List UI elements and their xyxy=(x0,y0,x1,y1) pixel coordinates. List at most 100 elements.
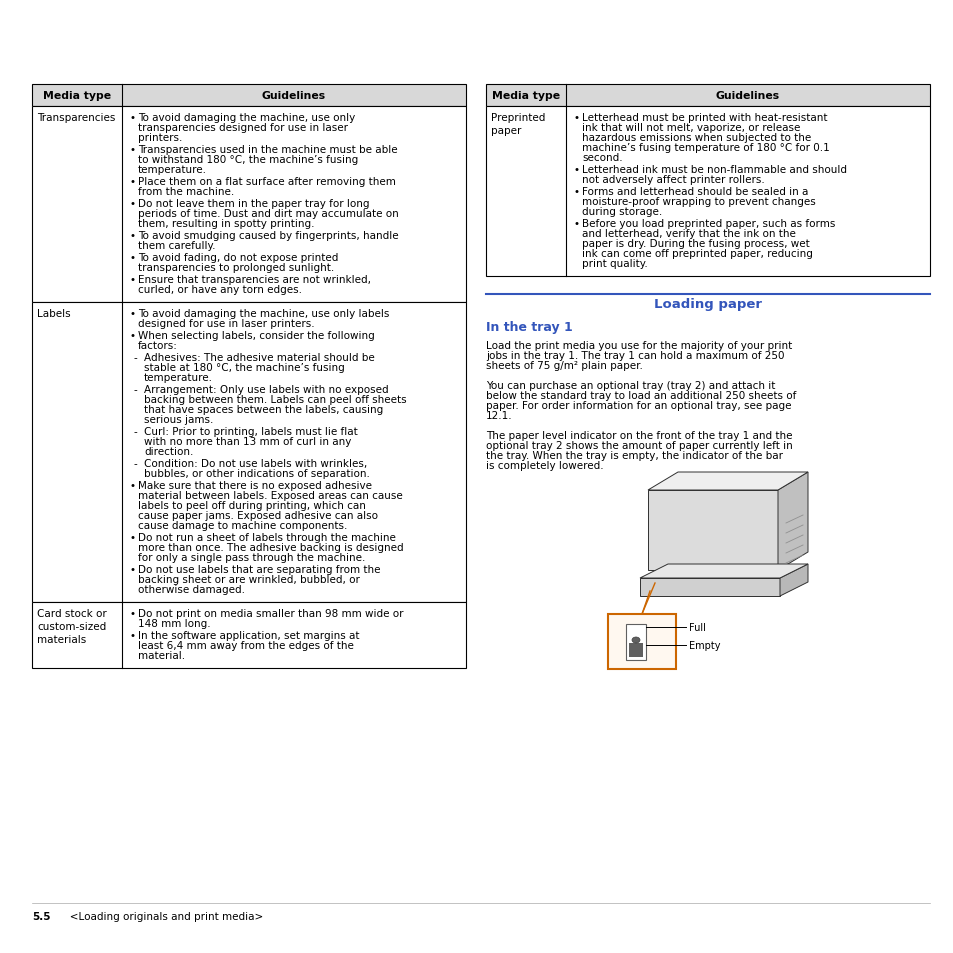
Text: and letterhead, verify that the ink on the: and letterhead, verify that the ink on t… xyxy=(581,229,795,239)
Text: 148 mm long.: 148 mm long. xyxy=(138,618,211,628)
Text: least 6,4 mm away from the edges of the: least 6,4 mm away from the edges of the xyxy=(138,640,354,650)
Text: ink can come off preprinted paper, reducing: ink can come off preprinted paper, reduc… xyxy=(581,249,812,258)
Text: them, resulting in spotty printing.: them, resulting in spotty printing. xyxy=(138,219,314,229)
Bar xyxy=(32,602,465,668)
Text: 5.5: 5.5 xyxy=(32,911,51,921)
Text: Condition: Do not use labels with wrinkles,: Condition: Do not use labels with wrinkl… xyxy=(144,458,367,469)
Polygon shape xyxy=(778,473,807,571)
Text: -: - xyxy=(133,385,137,395)
Text: •: • xyxy=(130,608,136,618)
Text: direction.: direction. xyxy=(144,447,193,456)
Text: optional tray 2 shows the amount of paper currently left in: optional tray 2 shows the amount of pape… xyxy=(485,440,792,451)
Text: paper is dry. During the fusing process, wet: paper is dry. During the fusing process,… xyxy=(581,239,809,249)
Bar xyxy=(32,85,465,107)
Text: curled, or have any torn edges.: curled, or have any torn edges. xyxy=(138,285,302,294)
Text: <Loading originals and print media>: <Loading originals and print media> xyxy=(60,911,263,921)
Text: -: - xyxy=(133,427,137,436)
Text: machine’s fusing temperature of 180 °C for 0.1: machine’s fusing temperature of 180 °C f… xyxy=(581,143,829,152)
Text: 12.1.: 12.1. xyxy=(485,411,512,420)
Text: labels to peel off during printing, which can: labels to peel off during printing, whic… xyxy=(138,500,366,511)
Text: •: • xyxy=(130,231,136,241)
Text: them carefully.: them carefully. xyxy=(138,241,215,251)
Text: cause paper jams. Exposed adhesive can also: cause paper jams. Exposed adhesive can a… xyxy=(138,511,377,520)
Text: cause damage to machine components.: cause damage to machine components. xyxy=(138,520,347,531)
Text: stable at 180 °C, the machine’s fusing: stable at 180 °C, the machine’s fusing xyxy=(144,363,344,373)
Text: •: • xyxy=(130,533,136,542)
Text: moisture-proof wrapping to prevent changes: moisture-proof wrapping to prevent chang… xyxy=(581,196,815,207)
Text: hazardous emissions when subjected to the: hazardous emissions when subjected to th… xyxy=(581,132,810,143)
Text: Labels: Labels xyxy=(37,309,71,318)
Text: transparencies to prolonged sunlight.: transparencies to prolonged sunlight. xyxy=(138,263,334,273)
Bar xyxy=(639,578,780,597)
Text: Guidelines: Guidelines xyxy=(715,91,780,101)
Text: bubbles, or other indications of separation.: bubbles, or other indications of separat… xyxy=(144,469,370,478)
Text: •: • xyxy=(130,199,136,209)
Text: print quality.: print quality. xyxy=(581,258,647,269)
Text: In the tray 1: In the tray 1 xyxy=(485,320,572,334)
Bar xyxy=(625,624,645,660)
Polygon shape xyxy=(780,564,807,597)
Text: backing sheet or are wrinkled, bubbled, or: backing sheet or are wrinkled, bubbled, … xyxy=(138,575,359,584)
Text: •: • xyxy=(574,187,579,196)
Text: •: • xyxy=(130,177,136,187)
Text: Do not use labels that are separating from the: Do not use labels that are separating fr… xyxy=(138,564,380,575)
Bar xyxy=(32,303,465,602)
Text: Full: Full xyxy=(688,622,705,633)
Bar xyxy=(485,85,929,107)
Text: Letterhead must be printed with heat-resistant: Letterhead must be printed with heat-res… xyxy=(581,112,826,123)
Text: Preprinted
paper: Preprinted paper xyxy=(491,112,545,136)
Text: jobs in the tray 1. The tray 1 can hold a maximum of 250: jobs in the tray 1. The tray 1 can hold … xyxy=(485,351,783,360)
Text: •: • xyxy=(574,165,579,174)
Bar xyxy=(485,85,929,107)
Text: •: • xyxy=(130,274,136,285)
Text: temperature.: temperature. xyxy=(138,165,207,174)
Text: -: - xyxy=(133,353,137,363)
Text: Ensure that transparencies are not wrinkled,: Ensure that transparencies are not wrink… xyxy=(138,274,371,285)
Text: The paper level indicator on the front of the tray 1 and the: The paper level indicator on the front o… xyxy=(485,431,792,440)
Bar xyxy=(485,107,929,276)
Polygon shape xyxy=(647,473,807,491)
Text: transparencies designed for use in laser: transparencies designed for use in laser xyxy=(138,123,348,132)
Ellipse shape xyxy=(631,638,639,643)
Text: to withstand 180 °C, the machine’s fusing: to withstand 180 °C, the machine’s fusin… xyxy=(138,154,358,165)
Text: Transparencies used in the machine must be able: Transparencies used in the machine must … xyxy=(138,145,397,154)
Text: To avoid smudging caused by fingerprints, handle: To avoid smudging caused by fingerprints… xyxy=(138,231,398,241)
Bar xyxy=(32,85,465,107)
Text: In the software application, set margins at: In the software application, set margins… xyxy=(138,630,359,640)
Text: material between labels. Exposed areas can cause: material between labels. Exposed areas c… xyxy=(138,491,402,500)
Text: You can purchase an optional tray (tray 2) and attach it: You can purchase an optional tray (tray … xyxy=(485,380,775,391)
Text: •: • xyxy=(130,480,136,491)
Text: •: • xyxy=(130,253,136,263)
Text: below the standard tray to load an additional 250 sheets of: below the standard tray to load an addit… xyxy=(485,391,796,400)
Text: •: • xyxy=(574,112,579,123)
Text: the tray. When the tray is empty, the indicator of the bar: the tray. When the tray is empty, the in… xyxy=(485,451,782,460)
Text: Place them on a flat surface after removing them: Place them on a flat surface after remov… xyxy=(138,177,395,187)
Bar xyxy=(607,615,676,669)
Text: material.: material. xyxy=(138,650,185,660)
Text: temperature.: temperature. xyxy=(144,373,213,382)
Text: not adversely affect printer rollers.: not adversely affect printer rollers. xyxy=(581,174,764,185)
Text: Transparencies: Transparencies xyxy=(37,112,115,123)
Text: Loading paper: Loading paper xyxy=(654,297,761,311)
Text: for only a single pass through the machine.: for only a single pass through the machi… xyxy=(138,553,365,562)
Text: backing between them. Labels can peel off sheets: backing between them. Labels can peel of… xyxy=(144,395,406,405)
Text: periods of time. Dust and dirt may accumulate on: periods of time. Dust and dirt may accum… xyxy=(138,209,398,219)
Text: Forms and letterhead should be sealed in a: Forms and letterhead should be sealed in… xyxy=(581,187,807,196)
Text: Arrangement: Only use labels with no exposed: Arrangement: Only use labels with no exp… xyxy=(144,385,388,395)
Bar xyxy=(32,602,465,668)
Text: •: • xyxy=(130,145,136,154)
Text: Letterhead ink must be non-flammable and should: Letterhead ink must be non-flammable and… xyxy=(581,165,846,174)
Text: from the machine.: from the machine. xyxy=(138,187,234,196)
Text: •: • xyxy=(130,331,136,340)
Text: during storage.: during storage. xyxy=(581,207,661,216)
Text: Before you load preprinted paper, such as forms: Before you load preprinted paper, such a… xyxy=(581,219,835,229)
Text: more than once. The adhesive backing is designed: more than once. The adhesive backing is … xyxy=(138,542,403,553)
Text: Do not run a sheet of labels through the machine: Do not run a sheet of labels through the… xyxy=(138,533,395,542)
Text: •: • xyxy=(130,564,136,575)
Text: printers.: printers. xyxy=(138,132,182,143)
Bar xyxy=(32,107,465,303)
Polygon shape xyxy=(639,564,807,578)
Text: second.: second. xyxy=(581,152,622,163)
Text: factors:: factors: xyxy=(138,340,177,351)
Bar xyxy=(625,624,645,660)
